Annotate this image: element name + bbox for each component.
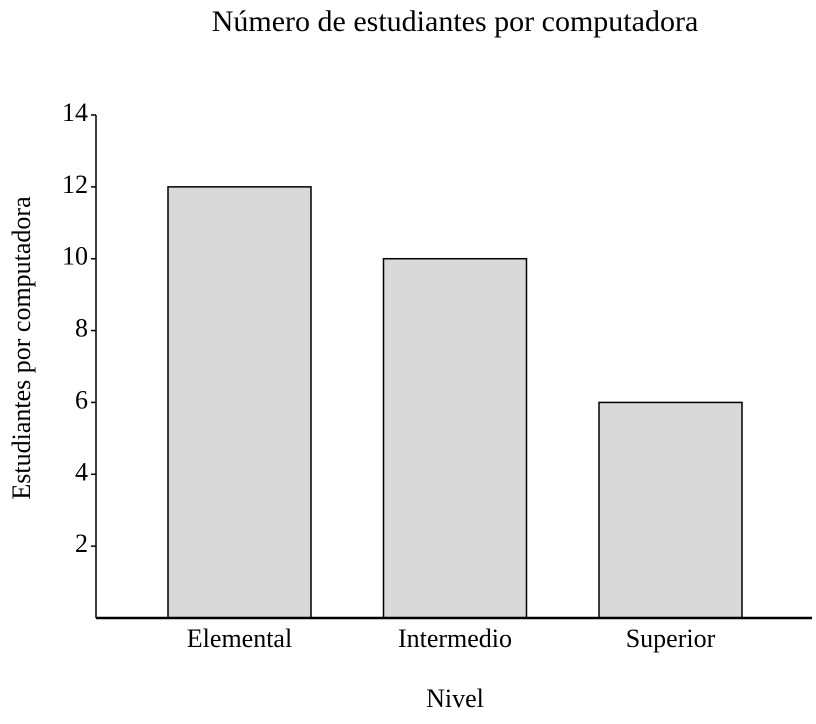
y-tick-label: 8 (75, 314, 88, 343)
y-tick-label: 10 (62, 242, 88, 271)
chart-title: Número de estudiantes por computadora (212, 5, 699, 38)
x-axis-label: Nivel (426, 684, 484, 713)
bar (382, 257, 528, 619)
y-tick-label: 2 (75, 529, 88, 558)
y-tick-label: 12 (62, 170, 88, 199)
x-tick-label: Superior (626, 624, 716, 653)
y-tick-label: 14 (62, 98, 88, 127)
y-axis-label: Estudiantes por computadora (7, 196, 36, 500)
x-tick-label: Intermedio (398, 624, 512, 653)
x-tick-label: Elemental (187, 624, 292, 653)
bar (598, 401, 743, 619)
y-tick-label: 6 (75, 385, 88, 414)
bar (167, 186, 312, 619)
y-tick-label: 4 (75, 457, 88, 486)
